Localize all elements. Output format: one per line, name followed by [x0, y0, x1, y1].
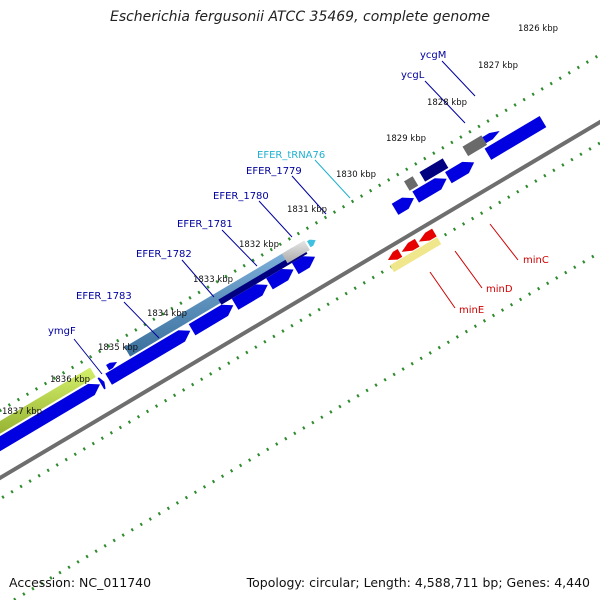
- map-title: Escherichia fergusonii ATCC 35469, compl…: [109, 9, 491, 25]
- gene-label: EFER_1782: [136, 249, 192, 260]
- gene-block-navy: [419, 158, 449, 182]
- gene-leader-line: [441, 60, 476, 97]
- gene-block-gray: [462, 135, 488, 157]
- scale-label: 1834 kbp: [147, 309, 187, 319]
- cds-block: [266, 269, 294, 290]
- cds-block: [391, 197, 414, 215]
- gene-leader-line: [73, 338, 103, 375]
- gene-leader-line: [123, 301, 160, 339]
- scale-label: 1826 kbp: [518, 24, 558, 34]
- gene-label: EFER_tRNA76: [257, 150, 325, 161]
- gene-leader-line: [258, 200, 293, 238]
- gene-label: EFER_1783: [76, 291, 132, 302]
- cds-block: [445, 161, 475, 184]
- gene-bar-khaki: [389, 237, 442, 273]
- scale-label: 1833 kbp: [193, 275, 233, 285]
- gene-leader-line: [181, 259, 215, 298]
- cds-block: [412, 178, 447, 203]
- cds-block: [231, 284, 268, 310]
- gene-leader-line: [489, 223, 519, 261]
- cds-small-arrow: [106, 362, 118, 371]
- gene-block-gray: [404, 176, 419, 191]
- gene-bar-olive: [0, 367, 96, 434]
- gene-bar-steel: [124, 247, 298, 357]
- cds-block: [97, 377, 106, 390]
- min-arrow: [418, 228, 437, 242]
- scale-label: 1836 kbp: [50, 375, 90, 385]
- cds-small-arrow: [482, 130, 500, 144]
- gene-label: EFER_1779: [246, 166, 302, 177]
- gene-leader-line: [314, 159, 351, 199]
- gene-label: ycgL: [401, 70, 425, 81]
- gene-label: minD: [486, 284, 513, 295]
- genome-summary-text: Topology: circular; Length: 4,588,711 bp…: [246, 575, 590, 590]
- scale-label: 1831 kbp: [287, 205, 327, 215]
- gene-label: ycgM: [420, 50, 446, 61]
- scale-label: 1827 kbp: [478, 61, 518, 71]
- cds-block: [188, 304, 234, 336]
- scale-tick-row: [4, 250, 600, 604]
- scale-label: 1835 kbp: [98, 343, 138, 353]
- gene-bar-light: [281, 240, 310, 264]
- gene-label: ymgF: [48, 326, 76, 337]
- min-arrow: [387, 249, 403, 261]
- gene-leader-line: [221, 229, 258, 267]
- cds-block: [105, 330, 191, 385]
- gene-label: minE: [459, 305, 484, 316]
- gene-label: minC: [523, 255, 549, 266]
- cds-block: [0, 383, 101, 452]
- gene-bar-dark: [218, 248, 308, 305]
- cds-block: [291, 256, 316, 275]
- min-arrow: [401, 238, 420, 252]
- cds-block: [484, 115, 547, 160]
- gene-leader-line: [429, 271, 456, 309]
- genome-backbone: [0, 119, 600, 481]
- gene-leader-line: [424, 80, 466, 124]
- scale-label: 1829 kbp: [386, 134, 426, 144]
- scale-label: 1832 kbp: [239, 240, 279, 250]
- gene-leader-line: [291, 175, 327, 215]
- gene-label: EFER_1781: [177, 219, 233, 230]
- scale-label: 1837 kbp: [2, 407, 42, 417]
- scale-tick-row: [0, 141, 600, 501]
- scale-label: 1830 kbp: [336, 170, 376, 180]
- accession-text: Accession: NC_011740: [9, 575, 152, 590]
- scale-label: 1828 kbp: [427, 98, 467, 108]
- trna-marker: [306, 239, 316, 248]
- gene-label: EFER_1780: [213, 191, 269, 202]
- gene-leader-line: [454, 250, 483, 289]
